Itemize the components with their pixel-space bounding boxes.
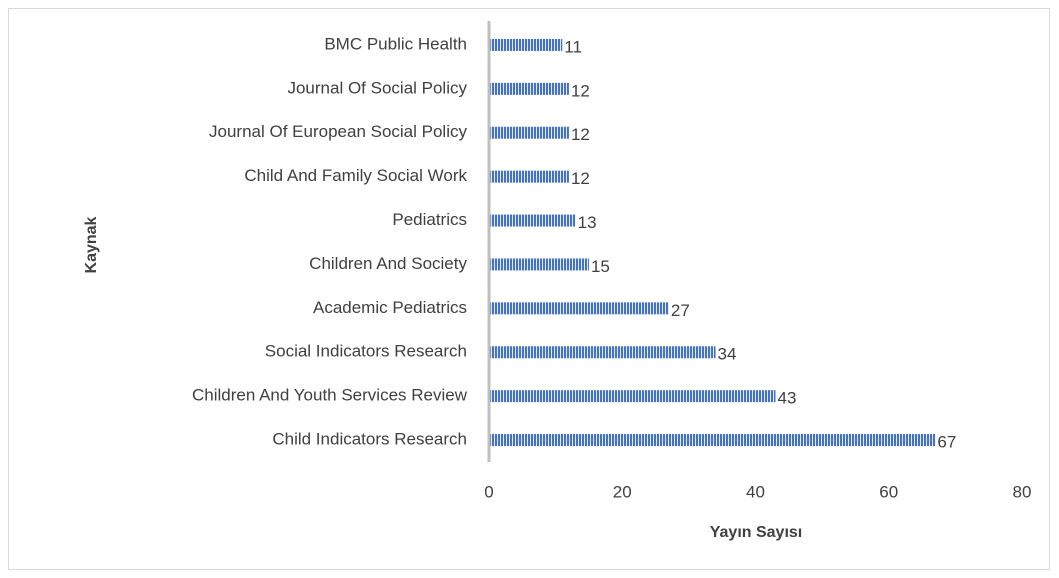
- data-label: 12: [571, 81, 590, 100]
- y-tick-label: Child And Family Social Work: [244, 166, 467, 185]
- x-tick-label: 40: [746, 482, 765, 501]
- bar: [489, 390, 776, 403]
- bar: [489, 214, 576, 227]
- x-tick-label: 0: [484, 482, 493, 501]
- data-label: 12: [571, 125, 590, 144]
- bar: [489, 38, 563, 51]
- bar: [489, 170, 569, 183]
- y-tick-label: Pediatrics: [392, 210, 467, 229]
- x-tick-label: 80: [1013, 482, 1032, 501]
- y-tick-label: Children And Youth Services Review: [192, 386, 468, 405]
- data-label: 67: [937, 433, 956, 452]
- data-label: 12: [571, 169, 590, 188]
- y-tick-label: Journal Of European Social Policy: [209, 122, 467, 141]
- bar: [489, 434, 936, 447]
- data-label: 27: [671, 301, 690, 320]
- data-label: 34: [718, 345, 737, 364]
- chart-border: [8, 8, 1050, 570]
- data-label: 11: [564, 37, 582, 56]
- data-label: 13: [578, 213, 597, 232]
- y-tick-label: BMC Public Health: [324, 34, 467, 53]
- y-tick-label: Academic Pediatrics: [313, 298, 467, 317]
- bar: [489, 82, 569, 95]
- data-label: 15: [591, 257, 610, 276]
- bar: [489, 258, 589, 271]
- y-tick-label: Social Indicators Research: [265, 342, 467, 361]
- y-tick-label: Journal Of Social Policy: [287, 78, 467, 97]
- y-tick-label: Child Indicators Research: [272, 430, 467, 449]
- x-tick-label: 60: [879, 482, 898, 501]
- x-axis-title: Yayın Sayısı: [710, 524, 803, 541]
- bar: [489, 302, 669, 315]
- data-label: 43: [777, 389, 796, 408]
- y-tick-label: Children And Society: [309, 254, 467, 273]
- bar: [489, 126, 569, 139]
- y-axis-title: Kaynak: [83, 216, 100, 273]
- x-tick-label: 20: [613, 482, 632, 501]
- bar: [489, 346, 716, 359]
